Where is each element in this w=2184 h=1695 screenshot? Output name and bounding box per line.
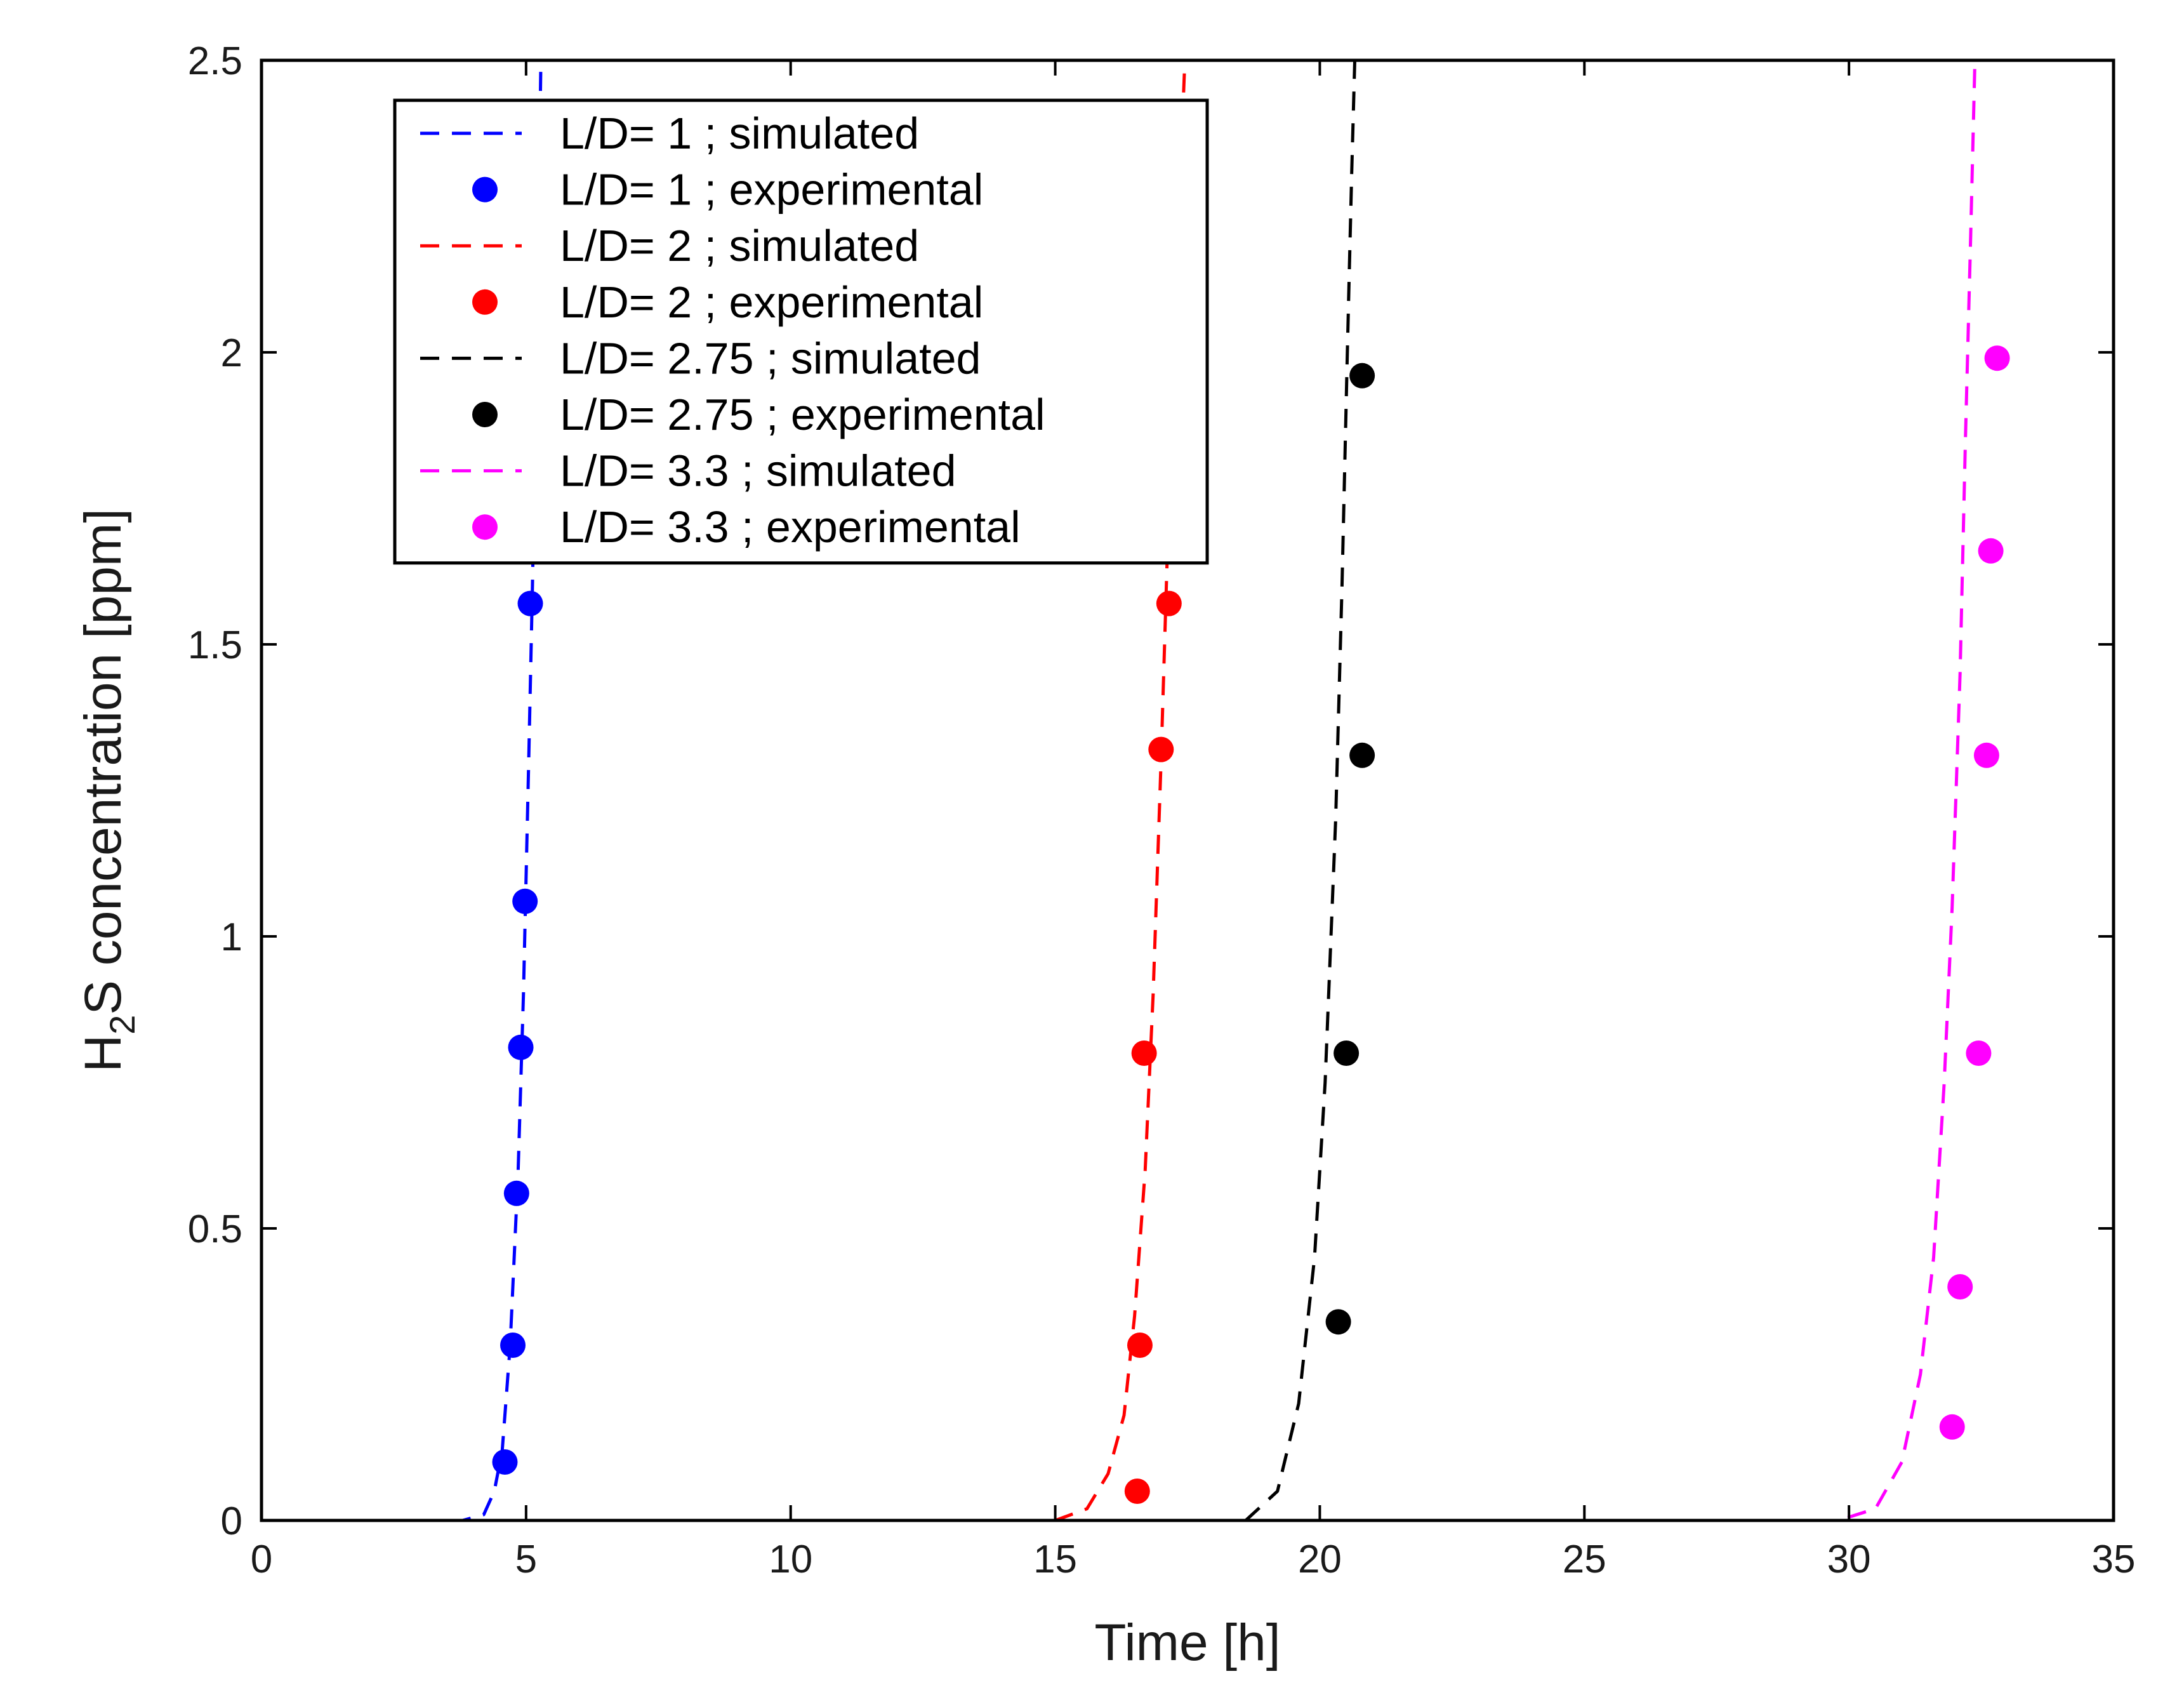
x-tick-label: 0 [251, 1538, 272, 1581]
data-point-l-d-2-75-experimental [1349, 362, 1375, 389]
data-point-l-d-1-experimental [492, 1449, 518, 1475]
data-point-l-d-1-experimental [503, 1180, 529, 1206]
data-point-l-d-2-experimental [1127, 1333, 1153, 1358]
legend-entry-label: L/D= 1 ; simulated [560, 109, 919, 158]
legend-marker-swatch [472, 402, 498, 427]
data-point-l-d-2-experimental [1148, 736, 1174, 762]
data-point-l-d-3-3-experimental [1978, 538, 2004, 564]
legend-entry-label: L/D= 2.75 ; experimental [560, 390, 1045, 439]
legend-marker-swatch [472, 514, 498, 540]
axes-frame [260, 58, 2115, 1522]
legend-entry-label: L/D= 2.75 ; simulated [560, 333, 981, 383]
y-axis-label-rest: S concentration [ppm] [74, 508, 132, 1015]
data-point-l-d-2-75-experimental [1349, 742, 1375, 768]
legend-entry-label: L/D= 2 ; experimental [560, 277, 983, 327]
y-tick-label: 2 [221, 331, 242, 375]
y-tick-label: 1.5 [188, 623, 242, 667]
data-point-l-d-3-3-experimental [1939, 1414, 1965, 1440]
y-tick-label: 2.5 [188, 39, 242, 83]
x-tick-label: 35 [2092, 1538, 2136, 1581]
data-point-l-d-2-75-experimental [1325, 1309, 1351, 1335]
x-tick-label: 30 [1827, 1538, 1871, 1581]
data-point-l-d-2-experimental [1124, 1479, 1150, 1504]
x-axis-label: Time [h] [1094, 1614, 1280, 1672]
legend-entry-label: L/D= 2 ; simulated [560, 221, 919, 270]
x-tick-label: 5 [515, 1538, 537, 1581]
data-point-l-d-3-3-experimental [1973, 742, 1999, 768]
legend-entry-label: L/D= 3.3 ; experimental [560, 502, 1021, 552]
y-axis-label-h: H [74, 1035, 132, 1072]
y-tick-label: 1 [221, 915, 242, 959]
data-point-l-d-3-3-experimental [1966, 1040, 1992, 1066]
x-tick-label: 25 [1563, 1538, 1606, 1581]
data-point-l-d-3-3-experimental [1947, 1274, 1973, 1300]
legend: L/D= 1 ; simulated L/D= 1 ; experimental L… [393, 98, 1209, 565]
legend-marker-swatch [472, 289, 498, 315]
y-axis-label-subscript: 2 [102, 1015, 142, 1035]
legend-box [393, 98, 1209, 565]
series-line-l-d-2-75-simulated [261, 60, 1356, 1520]
data-point-l-d-1-experimental [508, 1034, 534, 1060]
legend-entry-label: L/D= 3.3 ; simulated [560, 446, 956, 496]
data-point-l-d-1-experimental [500, 1333, 526, 1358]
x-tick-label: 15 [1033, 1538, 1077, 1581]
x-tick-label: 20 [1298, 1538, 1342, 1581]
series-line-l-d-1-simulated [261, 60, 543, 1520]
y-tick-label: 0 [221, 1499, 242, 1543]
x-tick-label: 10 [769, 1538, 812, 1581]
data-point-l-d-3-3-experimental [1984, 345, 2010, 371]
legend-marker-swatch [472, 176, 498, 203]
legend-entry-label: L/D= 1 ; experimental [560, 165, 983, 215]
data-point-l-d-1-experimental [517, 590, 543, 616]
data-point-l-d-2-experimental [1156, 590, 1182, 616]
y-axis-label: H2S concentration [ppm] [74, 508, 142, 1072]
data-point-l-d-2-75-experimental [1334, 1040, 1360, 1066]
data-point-l-d-2-experimental [1131, 1040, 1157, 1066]
y-tick-label: 0.5 [188, 1207, 242, 1251]
data-point-l-d-1-experimental [512, 888, 538, 914]
